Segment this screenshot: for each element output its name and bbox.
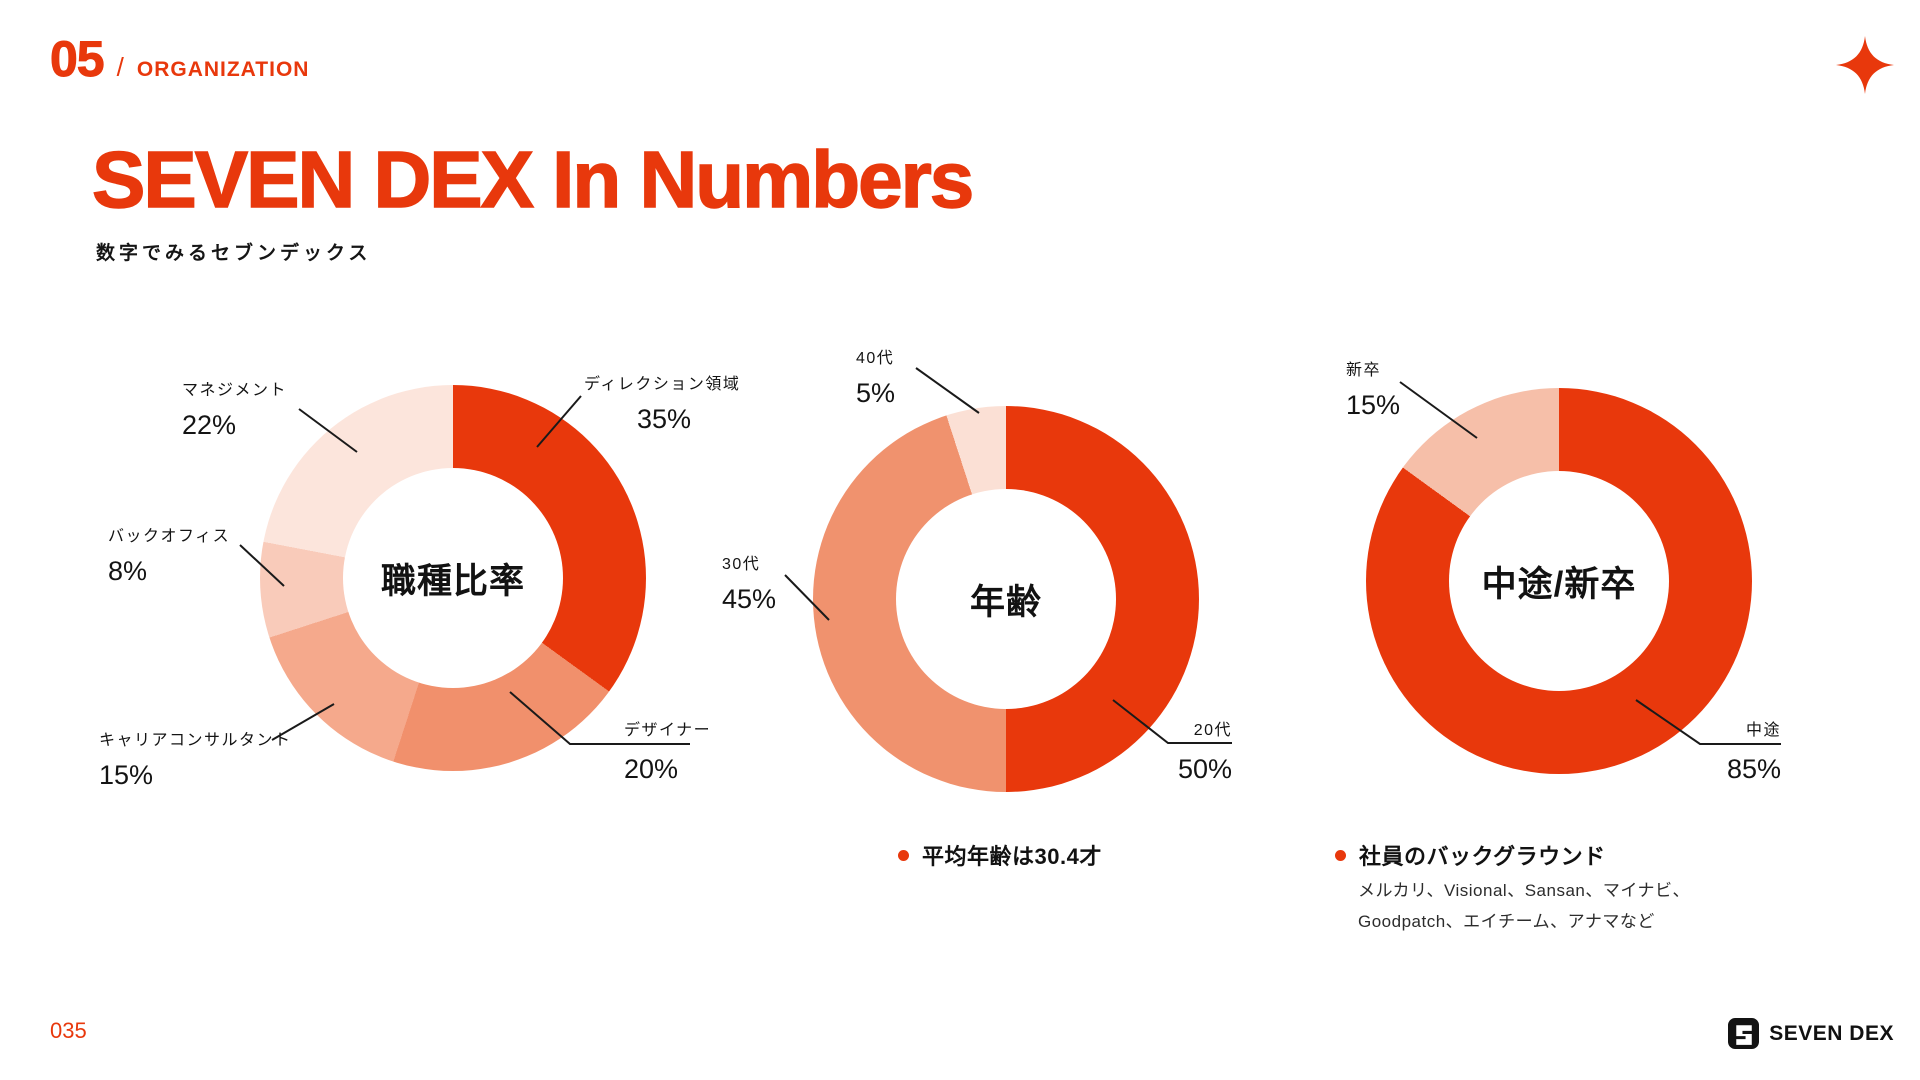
- brand-logo: SEVEN DEX: [1728, 1018, 1894, 1049]
- donut-hole: 中途/新卒: [1449, 471, 1669, 691]
- segment-label: マネジメント: [182, 382, 288, 399]
- note-average-age-text: 平均年齢は30.4才: [922, 844, 1102, 869]
- bullet-dot: [898, 849, 909, 861]
- donut-chart-career-type: 中途/新卒: [1366, 388, 1752, 774]
- segment-label: 30代: [722, 556, 761, 573]
- segment-value: 20%: [624, 754, 679, 784]
- chart3-label-newgrad: 新卒 15%: [1346, 356, 1400, 421]
- segment-value: 5%: [856, 378, 896, 408]
- chart2-label-30s: 30代 45%: [722, 550, 776, 615]
- segment-label: バックオフィス: [108, 528, 231, 545]
- segment-label: キャリアコンサルタント: [99, 732, 292, 749]
- chart2-label-40s: 40代 5%: [856, 344, 895, 409]
- segment-label: ディレクション領域: [584, 376, 741, 393]
- bullet-dot: [1335, 849, 1346, 861]
- note-average-age: 平均年齢は30.4才: [898, 839, 1102, 871]
- note-employee-background: 社員のバックグラウンド: [1335, 839, 1606, 871]
- chart1-label-career-consultant: キャリアコンサルタント 15%: [99, 726, 292, 791]
- chart1-label-designer: デザイナー 20%: [624, 716, 711, 785]
- background-companies: メルカリ、Visional、Sansan、マイナビ、 Goodpatch、エイチ…: [1358, 876, 1690, 937]
- segment-label: 中途: [1745, 722, 1781, 739]
- section-label: ORGANIZATION: [136, 58, 310, 81]
- segment-label: 新卒: [1346, 362, 1382, 379]
- donut-chart-job-ratio: 職種比率: [260, 385, 646, 771]
- segment-value: 22%: [182, 410, 237, 440]
- background-companies-line2: Goodpatch、エイチーム、アナマなど: [1358, 911, 1655, 931]
- section-kicker: 05 / ORGANIZATION: [50, 30, 309, 88]
- chart-center-label-job-ratio: 職種比率: [380, 561, 525, 601]
- brand-name: SEVEN DEX: [1769, 1021, 1894, 1045]
- page-subtitle: 数字でみるセブンデックス: [96, 243, 372, 264]
- section-number: 05: [50, 31, 106, 88]
- chart1-label-direction: ディレクション領域 35%: [584, 370, 740, 435]
- chart-center-label-age: 年齢: [969, 582, 1042, 622]
- sparkle-icon: [1836, 36, 1894, 94]
- segment-value: 35%: [637, 404, 692, 434]
- note-employee-background-text: 社員のバックグラウンド: [1359, 844, 1606, 869]
- section-separator: /: [116, 52, 124, 82]
- donut-chart-age: 年齢: [813, 406, 1199, 792]
- donut-hole: 年齢: [896, 489, 1116, 709]
- chart-center-label-career-type: 中途/新卒: [1481, 564, 1637, 604]
- segment-value: 8%: [108, 556, 148, 586]
- segment-value: 15%: [99, 760, 154, 790]
- segment-label: 20代: [1193, 722, 1232, 739]
- chart1-label-management: マネジメント 22%: [182, 376, 287, 441]
- sevendex-logo-icon: [1728, 1018, 1760, 1049]
- segment-value: 15%: [1346, 390, 1401, 420]
- page-title: SEVEN DEX In Numbers: [91, 134, 975, 225]
- segment-value: 85%: [1726, 754, 1781, 784]
- chart3-label-midcareer: 中途 85%: [1727, 716, 1781, 785]
- segment-value: 45%: [722, 584, 777, 614]
- page-number: 035: [50, 1018, 87, 1043]
- segment-label: デザイナー: [624, 722, 712, 739]
- chart1-label-backoffice: バックオフィス 8%: [108, 522, 230, 587]
- donut-hole: 職種比率: [343, 468, 563, 688]
- segment-label: 40代: [856, 350, 895, 367]
- chart2-label-20s: 20代 50%: [1178, 716, 1232, 785]
- segment-value: 50%: [1177, 754, 1232, 784]
- background-companies-line1: メルカリ、Visional、Sansan、マイナビ、: [1358, 881, 1691, 900]
